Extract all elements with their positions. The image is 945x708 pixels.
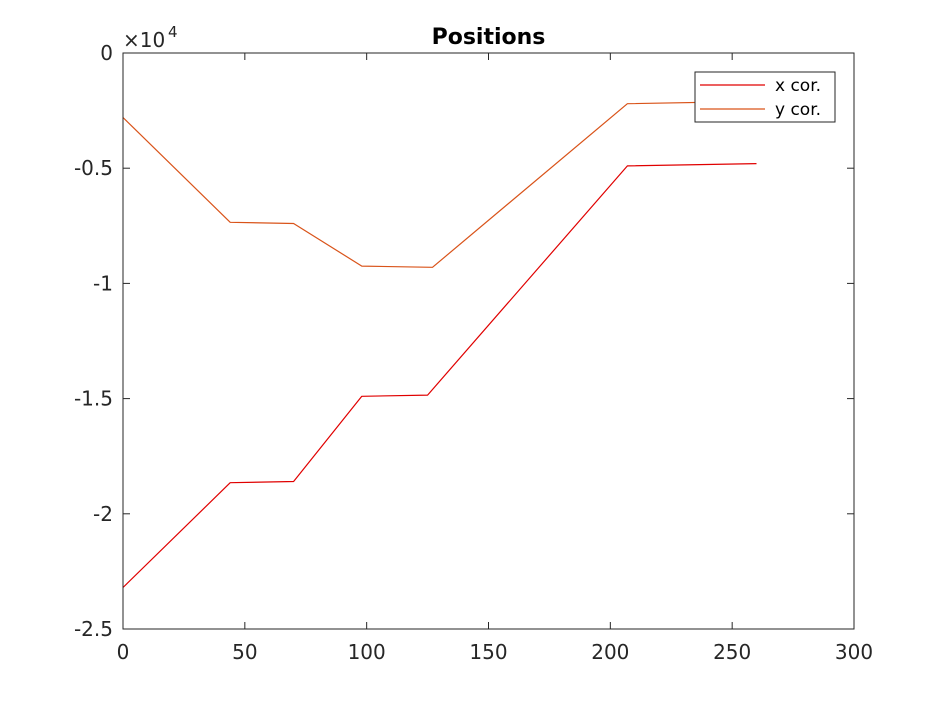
x-tick-label: 100 bbox=[348, 640, 386, 664]
legend-box bbox=[694, 71, 836, 123]
x-tick-label: 150 bbox=[469, 640, 507, 664]
y-tick-label: -1.5 bbox=[74, 387, 113, 411]
series-line-y-cor bbox=[122, 100, 757, 268]
chart-title: Positions bbox=[432, 25, 546, 50]
y-tick-label: -1 bbox=[93, 271, 113, 295]
x-tick-label: 50 bbox=[232, 640, 257, 664]
y-tick-label: -0.5 bbox=[74, 156, 113, 180]
x-axis: 0 50 100 150 200 250 300 bbox=[117, 53, 873, 664]
y-tick-label: -2.5 bbox=[74, 617, 113, 641]
series-layer bbox=[122, 100, 757, 588]
x-tick-label: 200 bbox=[591, 640, 629, 664]
plot-area bbox=[123, 53, 854, 629]
y-exponent-base: ×10 bbox=[123, 28, 165, 52]
y-exponent-label: ×10 4 bbox=[123, 23, 178, 52]
y-exponent-power: 4 bbox=[168, 23, 178, 41]
x-tick-label: 300 bbox=[835, 640, 873, 664]
y-axis: 0 -0.5 -1 -1.5 -2 -2.5 bbox=[74, 41, 854, 641]
legend-label: y cor. bbox=[775, 100, 821, 120]
x-tick-label: 0 bbox=[117, 640, 130, 664]
y-tick-label: -2 bbox=[93, 502, 113, 526]
series-line-x-cor bbox=[122, 163, 757, 588]
x-tick-label: 250 bbox=[713, 640, 751, 664]
legend: x cor. y cor. bbox=[694, 71, 836, 123]
legend-label: x cor. bbox=[775, 76, 821, 96]
y-tick-label: 0 bbox=[100, 41, 113, 65]
